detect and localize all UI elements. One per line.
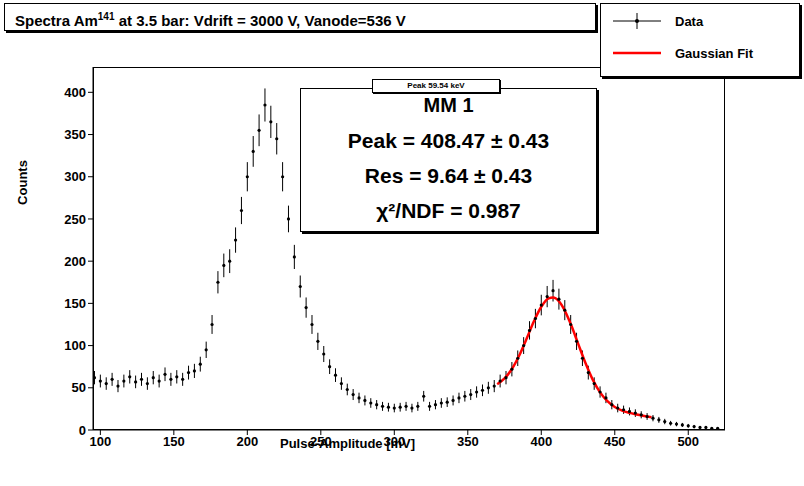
html-text:Gaussian Fit: Gaussian Fit <box>675 45 753 61</box>
html-text:Pulse-Amplitude [mV]: Pulse-Amplitude [mV] <box>280 436 416 451</box>
svg-text:500: 500 <box>677 434 699 449</box>
html-text:χ²/NDF = 0.987: χ²/NDF = 0.987 <box>376 199 521 222</box>
svg-text:100: 100 <box>64 338 86 353</box>
svg-text:400: 400 <box>64 85 86 100</box>
html-text:Spectra Am141at 3.5 bar: Vdrif: Spectra Am141at 3.5 bar: Vdrift = 3000 V… <box>15 11 406 29</box>
svg-text:350: 350 <box>457 434 479 449</box>
svg-text:400: 400 <box>530 434 552 449</box>
html-text:Counts: Counts <box>14 160 30 205</box>
svg-text:0: 0 <box>79 423 86 438</box>
svg-text:200: 200 <box>64 254 86 269</box>
html-text:Peak = 408.47 ± 0.43: Peak = 408.47 ± 0.43 <box>347 129 550 152</box>
svg-text:250: 250 <box>64 212 86 227</box>
html-text:MM 1: MM 1 <box>423 94 474 116</box>
svg-text:350: 350 <box>64 127 86 142</box>
svg-text:300: 300 <box>64 169 86 184</box>
svg-text:150: 150 <box>64 296 86 311</box>
html-text:Data: Data <box>675 13 704 29</box>
svg-text:50: 50 <box>72 380 86 395</box>
html-text:Res = 9.64 ± 0.43: Res = 9.64 ± 0.43 <box>364 164 533 187</box>
svg-text:450: 450 <box>604 434 626 449</box>
svg-text:100: 100 <box>89 434 111 449</box>
svg-text:200: 200 <box>236 434 258 449</box>
svg-text:150: 150 <box>163 434 185 449</box>
html-text:Peak 59.54 keV: Peak 59.54 keV <box>407 81 465 90</box>
